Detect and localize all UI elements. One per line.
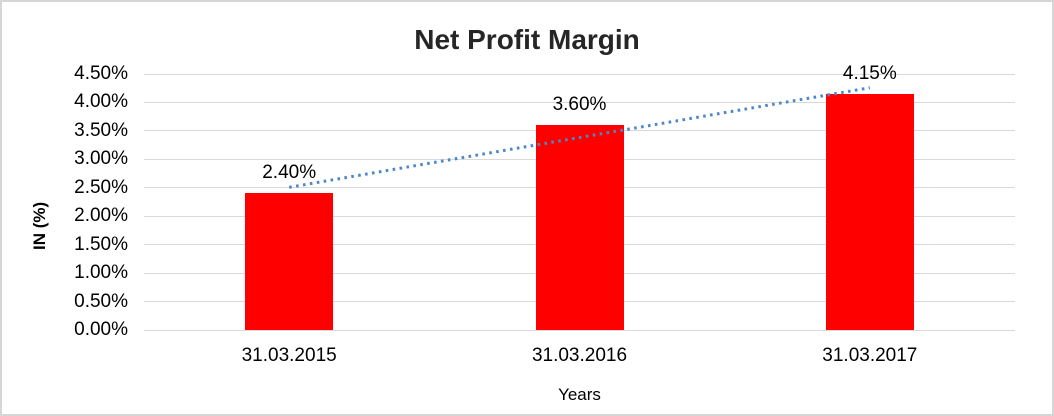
y-tick-label: 2.00% — [74, 205, 128, 227]
chart-title: Net Profit Margin — [414, 24, 640, 55]
plot-area: 2.40% 3.60% 4.15% — [144, 63, 1015, 331]
y-tick-label: 3.50% — [74, 119, 128, 141]
y-tick-label: 0.50% — [74, 290, 128, 312]
bar-data-label: 3.60% — [552, 94, 607, 116]
bar-31.03.2017 — [825, 93, 914, 330]
y-tick-label: 0.00% — [74, 319, 128, 340]
y-tick-label: 2.50% — [74, 176, 128, 198]
bar-31.03.2016 — [535, 125, 624, 330]
y-tick-label: 1.50% — [74, 233, 128, 255]
x-tick-label: 31.03.2015 — [241, 345, 337, 366]
gridline — [144, 73, 1015, 75]
y-tick-label: 4.50% — [74, 63, 128, 84]
y-tick-label: 1.00% — [74, 262, 128, 284]
x-tick-label: 31.03.2016 — [531, 345, 628, 366]
y-tick-label: 3.00% — [74, 148, 128, 170]
gridline — [144, 329, 1015, 331]
bar-data-label: 4.15% — [842, 62, 897, 84]
bar-data-label: 2.40% — [262, 162, 317, 184]
bar-31.03.2015 — [245, 193, 334, 330]
x-tick-label: 31.03.2017 — [822, 345, 918, 366]
x-axis-title: Years — [558, 385, 601, 404]
y-tick-label: 4.00% — [74, 91, 128, 113]
